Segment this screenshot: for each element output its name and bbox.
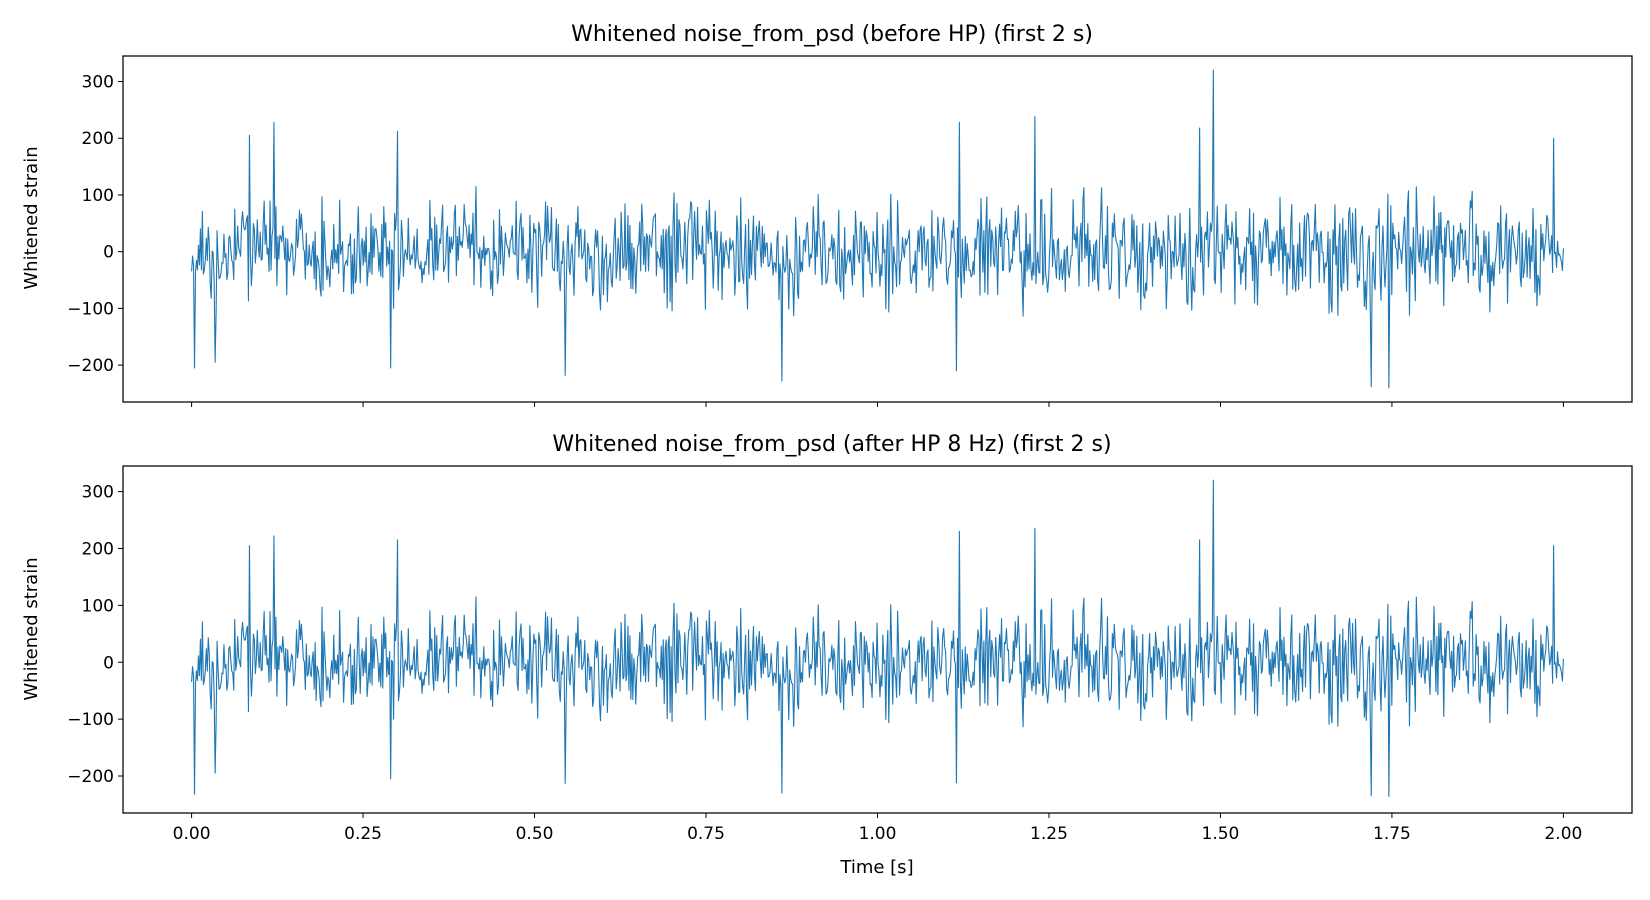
bottom-y-tick-label: −100	[67, 710, 114, 730]
bottom-x-tick-label: 1.75	[1373, 824, 1411, 844]
bottom-x-tick-label: 0.75	[687, 824, 725, 844]
bottom-x-tick-label: 2.00	[1544, 824, 1582, 844]
bottom-series-group	[191, 479, 1564, 798]
bottom-subplot: Whitened noise_from_psd (after HP 8 Hz) …	[21, 432, 1633, 878]
top-y-tick-label: 0	[103, 243, 114, 263]
bottom-series-line	[191, 479, 1564, 798]
bottom-y-tick-label: 0	[103, 653, 114, 673]
bottom-y-tick-label: 100	[82, 596, 114, 616]
bottom-y-tick-label: 300	[82, 483, 114, 503]
bottom-x-tick-label: 0.50	[516, 824, 554, 844]
bottom-x-tick-label: 0.25	[344, 824, 382, 844]
top-plot-frame	[122, 55, 1633, 403]
top-chart-title: Whitened noise_from_psd (before HP) (fir…	[571, 22, 1093, 47]
bottom-y-tick-label: 200	[82, 539, 114, 559]
bottom-y-axis-label: Whitened strain	[21, 557, 42, 700]
top-y-tick-label: −200	[67, 356, 114, 376]
x-axis-label: Time [s]	[839, 857, 913, 878]
bottom-x-tick-label: 0.00	[173, 824, 211, 844]
bottom-plot-frame	[122, 465, 1633, 814]
top-x-ticks	[191, 402, 1564, 407]
bottom-y-ticks: −200 −100 0 100 200 300	[67, 483, 123, 787]
top-y-tick-label: −100	[67, 299, 114, 319]
top-y-tick-label: 200	[82, 129, 114, 149]
top-subplot: Whitened noise_from_psd (before HP) (fir…	[21, 22, 1633, 407]
top-y-ticks: −200 −100 0 100 200 300	[67, 73, 123, 376]
bottom-y-tick-label: −200	[67, 767, 114, 787]
bottom-x-tick-label: 1.25	[1030, 824, 1068, 844]
top-series-group	[191, 69, 1564, 389]
bottom-x-ticks: 0.00 0.25 0.50 0.75 1.00 1.25 1.50 1.75 2.00	[173, 813, 1582, 844]
top-y-tick-label: 100	[82, 186, 114, 206]
bottom-chart-title: Whitened noise_from_psd (after HP 8 Hz) …	[552, 432, 1111, 457]
top-y-tick-label: 300	[82, 73, 114, 93]
bottom-x-tick-label: 1.50	[1202, 824, 1240, 844]
bottom-x-tick-label: 1.00	[859, 824, 897, 844]
top-series-line	[191, 69, 1564, 389]
top-y-axis-label: Whitened strain	[21, 146, 42, 289]
